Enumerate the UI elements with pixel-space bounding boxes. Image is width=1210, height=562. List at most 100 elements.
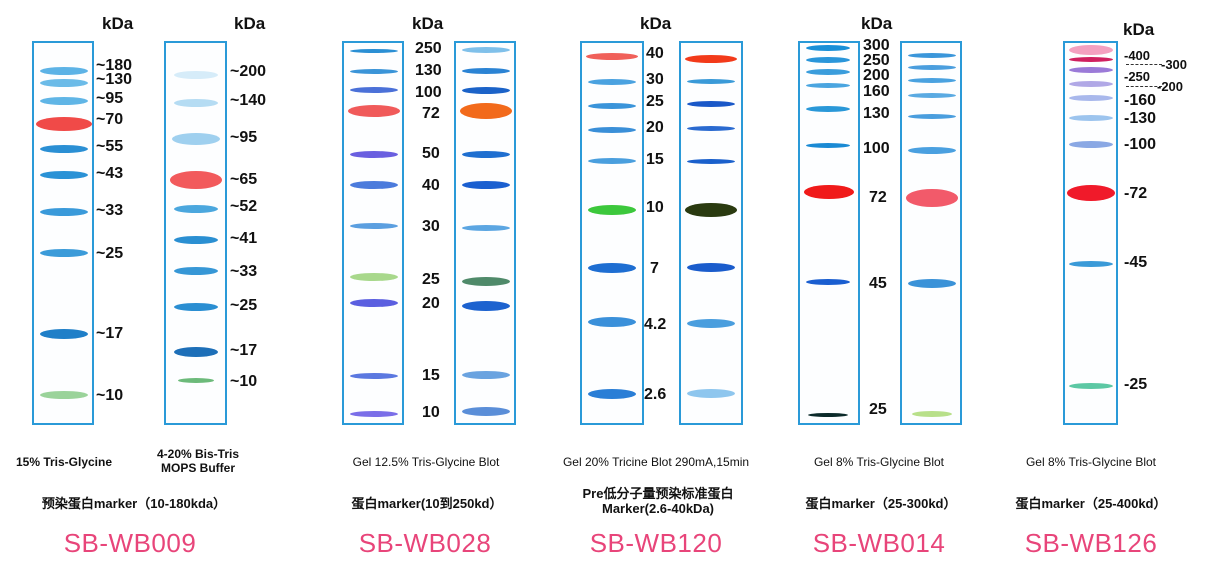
marker-label: -200 [1157, 79, 1184, 94]
band-300 [908, 53, 956, 58]
band-72 [804, 185, 854, 199]
marker-label: ~95 [96, 90, 124, 107]
band-160 [908, 93, 956, 98]
band-140 [174, 99, 218, 107]
marker-label: 15 [646, 151, 664, 168]
marker-label: ~52 [230, 198, 258, 215]
band-7 [588, 263, 636, 273]
band-95 [172, 133, 220, 145]
marker-label: -160 [1124, 92, 1157, 109]
kda-label: kDa [861, 14, 893, 33]
marker-label: -400 [1124, 48, 1151, 63]
product-title: 蛋白marker（25-400kd） [1015, 496, 1167, 511]
band-33 [40, 208, 88, 216]
marker-label: ~17 [230, 342, 258, 359]
caption: Gel 20% Tricine Blot 290mA,15min [562, 455, 750, 469]
marker-label: -130 [1124, 110, 1157, 127]
band-40 [586, 53, 638, 60]
marker-label: 10 [422, 404, 440, 421]
marker-label: 200 [863, 67, 890, 84]
marker-label: ~33 [230, 263, 258, 280]
marker-label: -45 [1124, 254, 1148, 271]
gel-lane [798, 41, 860, 425]
blot-lane [679, 41, 743, 425]
marker-label: 250 [415, 40, 442, 57]
marker-label: 100 [863, 140, 890, 157]
marker-label: 72 [869, 189, 887, 206]
band-15 [588, 158, 636, 164]
kda-label: kDa [1123, 20, 1155, 39]
marker-label: 130 [863, 105, 890, 122]
marker-label: 45 [869, 275, 887, 292]
marker-label: ~17 [96, 325, 124, 342]
band-15 [462, 371, 510, 379]
product-code: SB-WB126 [1024, 528, 1158, 558]
band-65 [170, 171, 222, 189]
marker-label: ~200 [230, 63, 267, 80]
kda-label-left: kDa [102, 14, 134, 33]
marker-label: 250 [863, 52, 890, 69]
band-55 [40, 145, 88, 153]
marker-label: -25 [1124, 376, 1148, 393]
band-130 [350, 69, 398, 74]
band-180 [40, 67, 88, 75]
marker-label: ~25 [230, 297, 258, 314]
marker-label: 20 [646, 119, 664, 136]
marker-label: 2.6 [644, 386, 667, 403]
marker-label: 25 [869, 401, 887, 418]
panel-sb-wb009: kDa kDa ~180 ~130 ~95 ~70 ~55 ~43 ~33 ~2… [0, 0, 290, 562]
band-10 [685, 203, 737, 217]
product-code: SB-WB028 [358, 528, 492, 558]
band-25 [174, 303, 218, 311]
band-300 [806, 45, 850, 51]
gel-lane [580, 41, 644, 425]
marker-label: 7 [650, 260, 659, 277]
band-72 [906, 189, 958, 207]
band-95 [40, 97, 88, 105]
marker-label: -250 [1124, 69, 1151, 84]
marker-label: 160 [863, 83, 890, 100]
band-72 [460, 103, 512, 119]
marker-label: ~70 [96, 111, 124, 128]
kda-label: kDa [640, 14, 672, 33]
product-code: SB-WB120 [589, 528, 723, 558]
caption: Gel 8% Tris-Glycine Blot [1025, 455, 1157, 469]
marker-label: ~95 [230, 129, 258, 146]
band-130 [462, 68, 510, 74]
marker-label: 20 [422, 295, 440, 312]
panel-sb-wb028: kDa 250 130 100 72 50 40 30 25 20 15 10 … [290, 0, 540, 562]
band-300 [1069, 57, 1113, 62]
panel-sb-wb126: kDa -400 -300 -250 -200 -160 -130 -100 -… [995, 0, 1210, 562]
marker-label: 25 [422, 271, 440, 288]
band-15 [687, 159, 735, 164]
band-25 [687, 101, 735, 107]
band-72 [1067, 185, 1115, 201]
band-52 [174, 205, 218, 213]
band-30 [588, 79, 636, 85]
band-2-6 [687, 389, 735, 398]
band-41 [174, 236, 218, 244]
marker-label: 72 [422, 105, 440, 122]
marker-label: -72 [1124, 185, 1148, 202]
panel-sb-wb014: kDa 300 250 200 160 130 100 72 45 25 Gel… [785, 0, 995, 562]
marker-label: 10 [646, 199, 664, 216]
band-4-2 [687, 319, 735, 328]
blot-lane [454, 41, 516, 425]
band-4-2 [588, 317, 636, 327]
kda-label: kDa [412, 14, 444, 33]
band-20 [462, 301, 510, 311]
band-200 [806, 69, 850, 75]
product-code: SB-WB009 [63, 528, 197, 558]
band-33 [174, 267, 218, 275]
gel-lane-2 [164, 41, 227, 425]
marker-label: 40 [646, 45, 664, 62]
band-160 [806, 83, 850, 88]
band-20 [687, 126, 735, 131]
product-title-line2: Marker(2.6-40kDa) [601, 501, 715, 516]
marker-label: -100 [1124, 136, 1157, 153]
band-100 [350, 87, 398, 93]
blot-lane [900, 41, 962, 425]
band-30 [350, 223, 398, 229]
band-130 [40, 79, 88, 87]
band-30 [462, 225, 510, 231]
